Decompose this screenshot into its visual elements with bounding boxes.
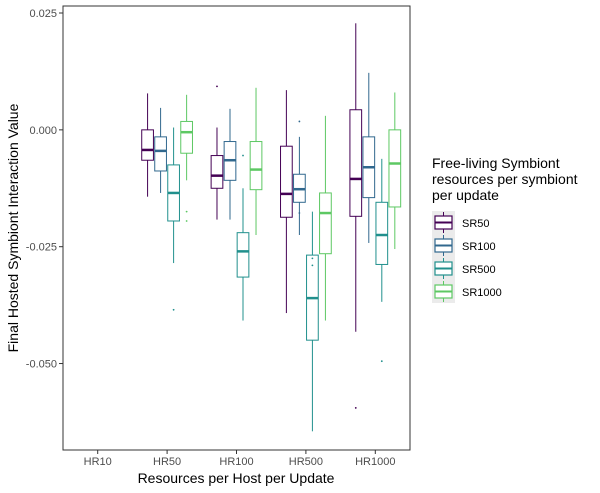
legend-title-line: resources per symbiont [432, 171, 578, 187]
legend-item-SR500: SR500 [432, 257, 496, 280]
box-iqr [319, 192, 332, 255]
y-axis: 0.025 0.000 -0.025 -0.050 [26, 8, 63, 371]
outlier-point [172, 308, 175, 311]
legend-item-SR1000: SR1000 [432, 280, 502, 303]
box-SR100-HR100 [223, 108, 237, 220]
box-SR100-HR50 [154, 107, 167, 193]
outlier-point [354, 407, 357, 409]
plot-panel [62, 5, 411, 451]
x-tick-label: HR10 [84, 456, 112, 468]
outlier-point [311, 264, 314, 267]
box-iqr [141, 129, 154, 161]
legend-title-line: per update [432, 187, 499, 203]
box-SR500-HR1000 [375, 158, 389, 363]
box-iqr [375, 201, 389, 265]
box-iqr [236, 232, 250, 278]
box-SR50-HR1000 [349, 23, 363, 409]
box-SR500-HR50 [167, 127, 180, 311]
legend-label: SR100 [462, 241, 496, 253]
outlier-point [185, 220, 188, 222]
box-SR100-HR500 [293, 120, 306, 236]
x-tick-label: HR100 [219, 456, 253, 468]
box-iqr [388, 129, 402, 208]
box-SR1000-HR1000 [388, 92, 402, 250]
box-SR50-HR100 [210, 85, 224, 220]
box-SR50-HR50 [141, 93, 154, 197]
outlier-point [298, 120, 301, 123]
y-tick-label: 0.025 [29, 8, 57, 20]
box-iqr [154, 136, 167, 172]
box-SR500-HR500 [306, 211, 319, 432]
legend-title-line: Free-living Symbiont [432, 155, 560, 171]
legend-label: SR50 [462, 218, 490, 230]
box-SR1000-HR100 [249, 87, 263, 236]
box-SR100-HR1000 [362, 72, 376, 243]
box-SR500-HR100 [236, 154, 250, 321]
y-tick-label: -0.050 [26, 359, 57, 371]
box-iqr [249, 141, 263, 191]
legend-label: SR1000 [462, 287, 502, 299]
outlier-point [298, 212, 301, 214]
x-axis: HR10 HR50 HR100 HR500 HR1000 [84, 450, 395, 468]
y-tick-label: -0.025 [26, 242, 57, 254]
box-iqr [349, 109, 363, 217]
outlier-point [216, 85, 218, 88]
outlier-point [311, 257, 314, 260]
box-SR1000-HR50 [180, 94, 193, 222]
legend-item-SR50: SR50 [432, 211, 490, 234]
box-iqr [210, 155, 224, 189]
y-tick-label: 0.000 [29, 125, 57, 137]
box-SR50-HR500 [280, 90, 293, 314]
x-tick-label: HR1000 [355, 456, 395, 468]
x-tick-label: HR500 [289, 456, 323, 468]
x-tick-label: HR50 [153, 456, 181, 468]
legend-label: SR500 [462, 264, 496, 276]
box-iqr [180, 120, 193, 154]
x-axis-title: Resources per Host per Update [138, 470, 335, 486]
outlier-point [380, 360, 383, 363]
legend-item-SR100: SR100 [432, 234, 496, 257]
y-axis-title: Final Hosted Symbiont Interaction Value [5, 103, 21, 352]
boxes-layer [141, 23, 402, 432]
box-SR1000-HR500 [319, 115, 332, 321]
box-iqr [280, 145, 293, 218]
outlier-point [242, 154, 244, 157]
outlier-point [185, 210, 188, 213]
